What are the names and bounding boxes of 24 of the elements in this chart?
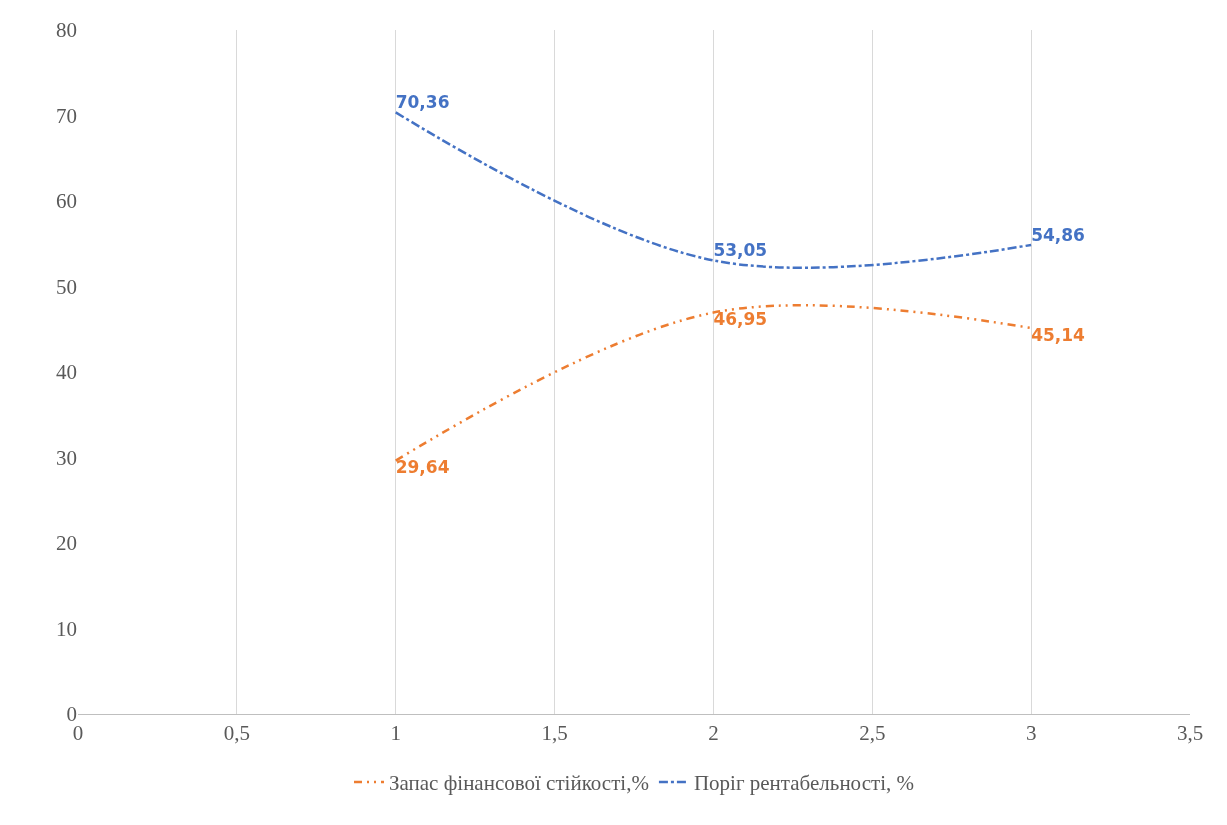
y-tick-label: 40: [56, 360, 77, 385]
data-label: 29,64: [395, 457, 450, 478]
x-tick-label: 2: [708, 721, 719, 746]
y-tick-label: 30: [56, 445, 77, 470]
x-tick-label: 3,5: [1176, 721, 1204, 746]
legend-label: Поріг рентабельності, %: [693, 771, 914, 796]
data-label: 53,05: [713, 240, 768, 261]
x-tick-label: 3: [1025, 721, 1037, 746]
x-tick-label: 1,5: [541, 721, 568, 746]
y-tick-label: 60: [56, 189, 77, 214]
data-label: 46,95: [713, 309, 768, 330]
y-tick-label: 0: [66, 702, 77, 727]
y-tick-label: 10: [56, 616, 77, 641]
y-tick-label: 70: [56, 103, 77, 128]
data-label: 54,86: [1031, 224, 1085, 245]
y-tick-label: 20: [56, 531, 77, 556]
x-tick-label: 2,5: [859, 721, 886, 746]
y-tick-label: 80: [56, 18, 77, 43]
y-tick-label: 50: [56, 274, 77, 299]
x-tick-label: 0,5: [223, 721, 250, 746]
data-label: 45,14: [1031, 324, 1086, 345]
legend-label: Запас фінансової стійкості,%: [389, 771, 649, 796]
x-tick-label: 1: [390, 721, 401, 746]
data-label: 70,36: [395, 92, 450, 113]
